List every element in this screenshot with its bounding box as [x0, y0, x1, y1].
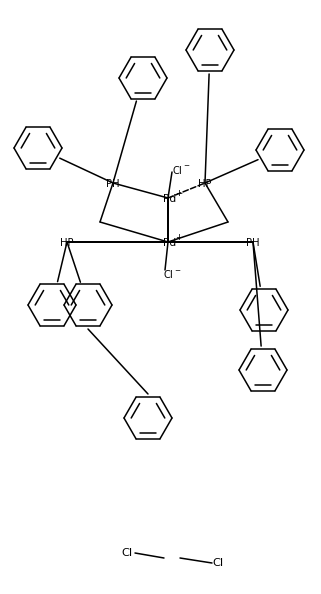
Text: HP: HP: [60, 238, 74, 248]
Text: PH: PH: [246, 238, 260, 248]
Text: +: +: [175, 189, 183, 198]
Text: −: −: [183, 163, 189, 169]
Text: Pd: Pd: [163, 238, 177, 248]
Text: Cl: Cl: [213, 558, 223, 568]
Text: Cl: Cl: [163, 270, 173, 280]
Text: Cl: Cl: [121, 548, 133, 558]
Text: +: +: [175, 233, 183, 242]
Text: PH: PH: [106, 179, 120, 189]
Text: Cl: Cl: [172, 166, 182, 176]
Text: −: −: [174, 268, 180, 274]
Text: HP: HP: [198, 179, 212, 189]
Text: Pd: Pd: [163, 194, 177, 204]
